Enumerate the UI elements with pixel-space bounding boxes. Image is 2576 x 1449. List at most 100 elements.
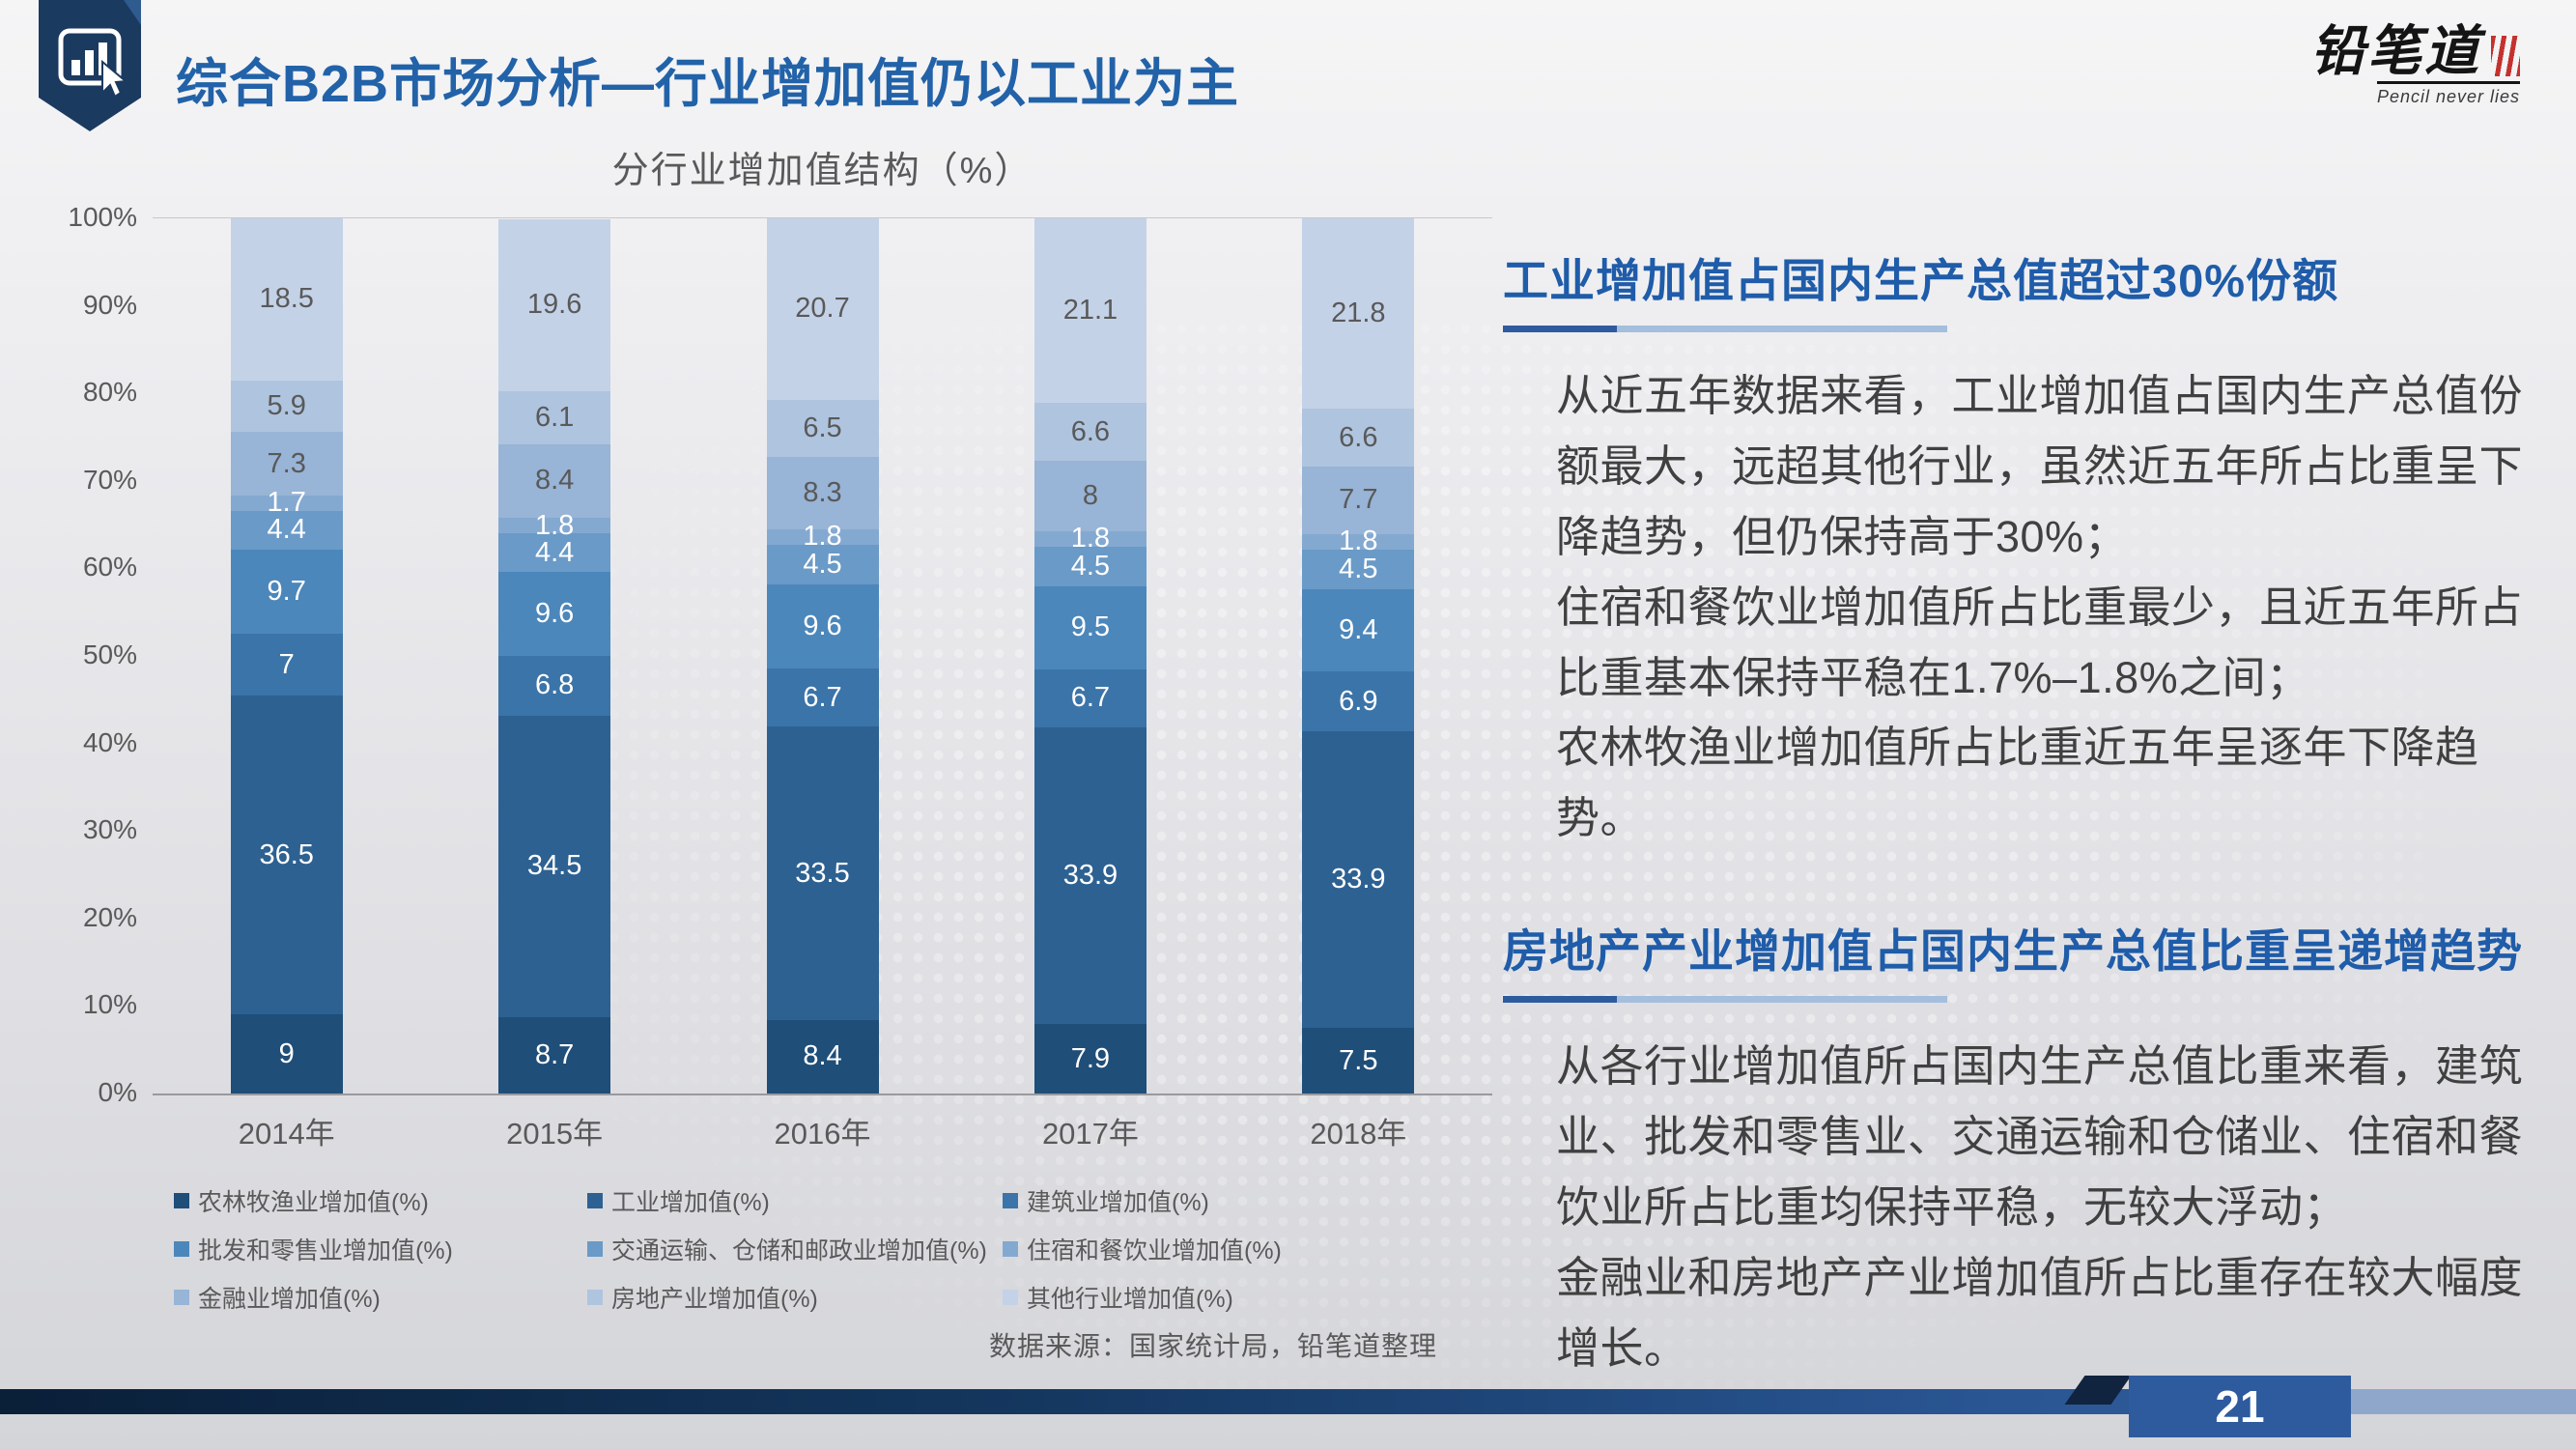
value-label: 5.9 bbox=[267, 389, 306, 421]
bar-segment: 6.6 bbox=[1033, 403, 1146, 462]
stacked-bar: 9 36.5 7 9.7 4.4 1.7 7.3 5.9 18.5 bbox=[230, 218, 343, 1094]
value-label: 6.6 bbox=[1070, 415, 1111, 447]
value-label: 9.6 bbox=[803, 610, 842, 641]
legend-swatch-icon bbox=[1003, 1290, 1018, 1305]
bar-segment: 7.5 bbox=[1302, 1028, 1415, 1094]
legend-swatch-icon bbox=[174, 1290, 189, 1305]
analysis-section-realestate: 房地产产业增加值占国内生产总值比重呈递增趋势 从各行业增加值所占国内生产总值比重… bbox=[1503, 914, 2541, 1383]
category-label: 2014年 bbox=[238, 1117, 335, 1151]
brand-logo-tagline: Pencil never lies bbox=[2376, 81, 2520, 107]
bar-segment: 1.8 bbox=[498, 509, 611, 541]
value-label: 7.5 bbox=[1339, 1044, 1378, 1076]
value-label: 34.5 bbox=[526, 850, 582, 882]
value-label: 20.7 bbox=[795, 293, 850, 325]
legend-swatch-icon bbox=[1003, 1241, 1018, 1257]
legend-label: 金融业增加值(%) bbox=[198, 1286, 381, 1313]
bar-segment: 8.3 bbox=[766, 456, 879, 529]
bar-segment: 1.8 bbox=[766, 523, 879, 551]
legend-label: 建筑业增加值(%) bbox=[1027, 1189, 1209, 1216]
bar-segment: 8.7 bbox=[498, 1017, 611, 1094]
legend-label: 住宿和餐饮业增加值(%) bbox=[1027, 1237, 1282, 1264]
legend-swatch-icon bbox=[587, 1193, 603, 1208]
legend-swatch-icon bbox=[1003, 1193, 1018, 1208]
bar-columns: 9 36.5 7 9.7 4.4 1.7 7.3 5.9 18.5 2014年 8.7 34.5 6.8… bbox=[153, 218, 1492, 1151]
footer-bar-right-segment bbox=[2351, 1389, 2576, 1414]
section-body: 从各行业增加值所占国内生产总值比重来看，建筑业、批发和零售业、交通运输和仓储业、… bbox=[1556, 1041, 2524, 1373]
bar-segment: 1.8 bbox=[1302, 527, 1415, 555]
value-label: 36.5 bbox=[259, 838, 314, 870]
value-label: 6.8 bbox=[534, 669, 575, 701]
bar-segment: 7.7 bbox=[1302, 467, 1415, 534]
bar-column: 9 36.5 7 9.7 4.4 1.7 7.3 5.9 18.5 2014年 bbox=[153, 218, 420, 1151]
bar-segment: 6.6 bbox=[1302, 409, 1415, 468]
value-label: 8.4 bbox=[803, 1040, 842, 1072]
bar-segment: 33.9 bbox=[1033, 727, 1146, 1025]
bar-segment: 7.3 bbox=[230, 432, 343, 497]
bar-segment: 7 bbox=[230, 634, 343, 696]
value-label: 33.9 bbox=[1331, 864, 1386, 895]
section-body: 从近五年数据来看，工业增加值占国内生产总值份额最大，远超其他行业，虽然近五年所占… bbox=[1556, 371, 2524, 843]
legend-item: 金融业增加值(%) bbox=[174, 1280, 587, 1315]
bar-segment: 9.5 bbox=[1033, 585, 1146, 669]
legend-item: 交通运输、仓储和邮政业增加值(%) bbox=[587, 1232, 1003, 1266]
y-tick-label: 30% bbox=[82, 814, 137, 845]
chart-legend: 农林牧渔业增加值(%) 工业增加值(%) 建筑业增加值(%) 批发和零售业增加值(%)… bbox=[174, 1183, 1492, 1315]
value-label: 4.5 bbox=[1339, 553, 1378, 584]
bar-segment: 4.4 bbox=[498, 533, 611, 573]
legend-item: 住宿和餐饮业增加值(%) bbox=[1003, 1232, 1492, 1266]
bar-column: 7.9 33.9 6.7 9.5 4.5 1.8 8 6.6 21.1 2017年 bbox=[956, 218, 1224, 1151]
y-tick-label: 40% bbox=[82, 726, 137, 757]
value-label: 9.5 bbox=[1070, 611, 1111, 643]
value-label: 6.1 bbox=[534, 401, 575, 433]
section-heading: 工业增加值占国内生产总值超过30%份额 bbox=[1503, 255, 2339, 306]
bar-segment: 9 bbox=[230, 1014, 343, 1094]
bar-segment: 4.5 bbox=[766, 544, 879, 584]
stacked-bar: 7.5 33.9 6.9 9.4 4.5 1.8 7.7 6.6 21.8 bbox=[1302, 218, 1415, 1094]
y-tick-label: 10% bbox=[82, 989, 137, 1020]
legend-item: 房地产业增加值(%) bbox=[587, 1280, 1003, 1315]
legend-item: 其他行业增加值(%) bbox=[1003, 1280, 1492, 1315]
value-label: 9.6 bbox=[534, 598, 575, 630]
chart-title: 分行业增加值结构（%） bbox=[611, 151, 1033, 191]
value-label: 7 bbox=[278, 648, 295, 680]
bar-segment: 33.9 bbox=[1302, 731, 1415, 1029]
value-label: 6.7 bbox=[1070, 682, 1111, 714]
value-label: 4.5 bbox=[803, 548, 842, 580]
value-label: 19.6 bbox=[526, 289, 582, 321]
bar-segment: 8.4 bbox=[766, 1019, 879, 1094]
stacked-bar: 8.4 33.5 6.7 9.6 4.5 1.8 8.3 6.5 20.7 bbox=[766, 218, 879, 1094]
y-tick-label: 50% bbox=[82, 639, 137, 669]
stacked-bar-chart: 分行业增加值结构（%） 0% 10% 20% 30% 40% 50% 60% 70% 80% 90… bbox=[29, 116, 1492, 1401]
value-label: 1.8 bbox=[534, 509, 575, 541]
value-label: 6.5 bbox=[803, 412, 842, 443]
bar-segment: 21.1 bbox=[1033, 218, 1146, 404]
value-label: 7.3 bbox=[267, 447, 306, 479]
page-title: 综合B2B市场分析—行业增加值仍以工业为主 bbox=[176, 55, 1240, 113]
value-label: 8.7 bbox=[534, 1039, 575, 1071]
bar-segment: 36.5 bbox=[230, 695, 343, 1015]
legend-item: 批发和零售业增加值(%) bbox=[174, 1232, 587, 1266]
value-label: 4.4 bbox=[267, 514, 306, 546]
value-label: 6.6 bbox=[1339, 421, 1378, 453]
analysis-section-industry: 工业增加值占国内生产总值超过30%份额 从近五年数据来看，工业增加值占国内生产总… bbox=[1503, 243, 2541, 854]
value-label: 9.4 bbox=[1339, 613, 1378, 645]
value-label: 6.9 bbox=[1339, 685, 1378, 717]
bar-segment: 33.5 bbox=[766, 726, 879, 1020]
value-label: 4.5 bbox=[1070, 550, 1111, 582]
value-label: 9 bbox=[278, 1037, 295, 1069]
bar-segment: 9.6 bbox=[498, 572, 611, 657]
legend-label: 农林牧渔业增加值(%) bbox=[198, 1189, 429, 1216]
y-tick-label: 80% bbox=[82, 377, 137, 408]
legend-label: 房地产业增加值(%) bbox=[611, 1286, 818, 1313]
value-label: 7.9 bbox=[1070, 1042, 1111, 1074]
value-label: 1.8 bbox=[1070, 523, 1111, 554]
bar-segment: 6.8 bbox=[498, 656, 611, 716]
legend-label: 工业增加值(%) bbox=[611, 1189, 770, 1216]
brand-logo: 铅笔道 Pencil never lies bbox=[2310, 25, 2520, 107]
legend-label: 其他行业增加值(%) bbox=[1027, 1286, 1233, 1313]
legend-item: 农林牧渔业增加值(%) bbox=[174, 1183, 587, 1218]
value-label: 21.1 bbox=[1062, 295, 1118, 327]
heading-underline bbox=[1503, 996, 1947, 1004]
stacked-bar: 7.9 33.9 6.7 9.5 4.5 1.8 8 6.6 21.1 bbox=[1033, 218, 1146, 1094]
legend-swatch-icon bbox=[174, 1241, 189, 1257]
